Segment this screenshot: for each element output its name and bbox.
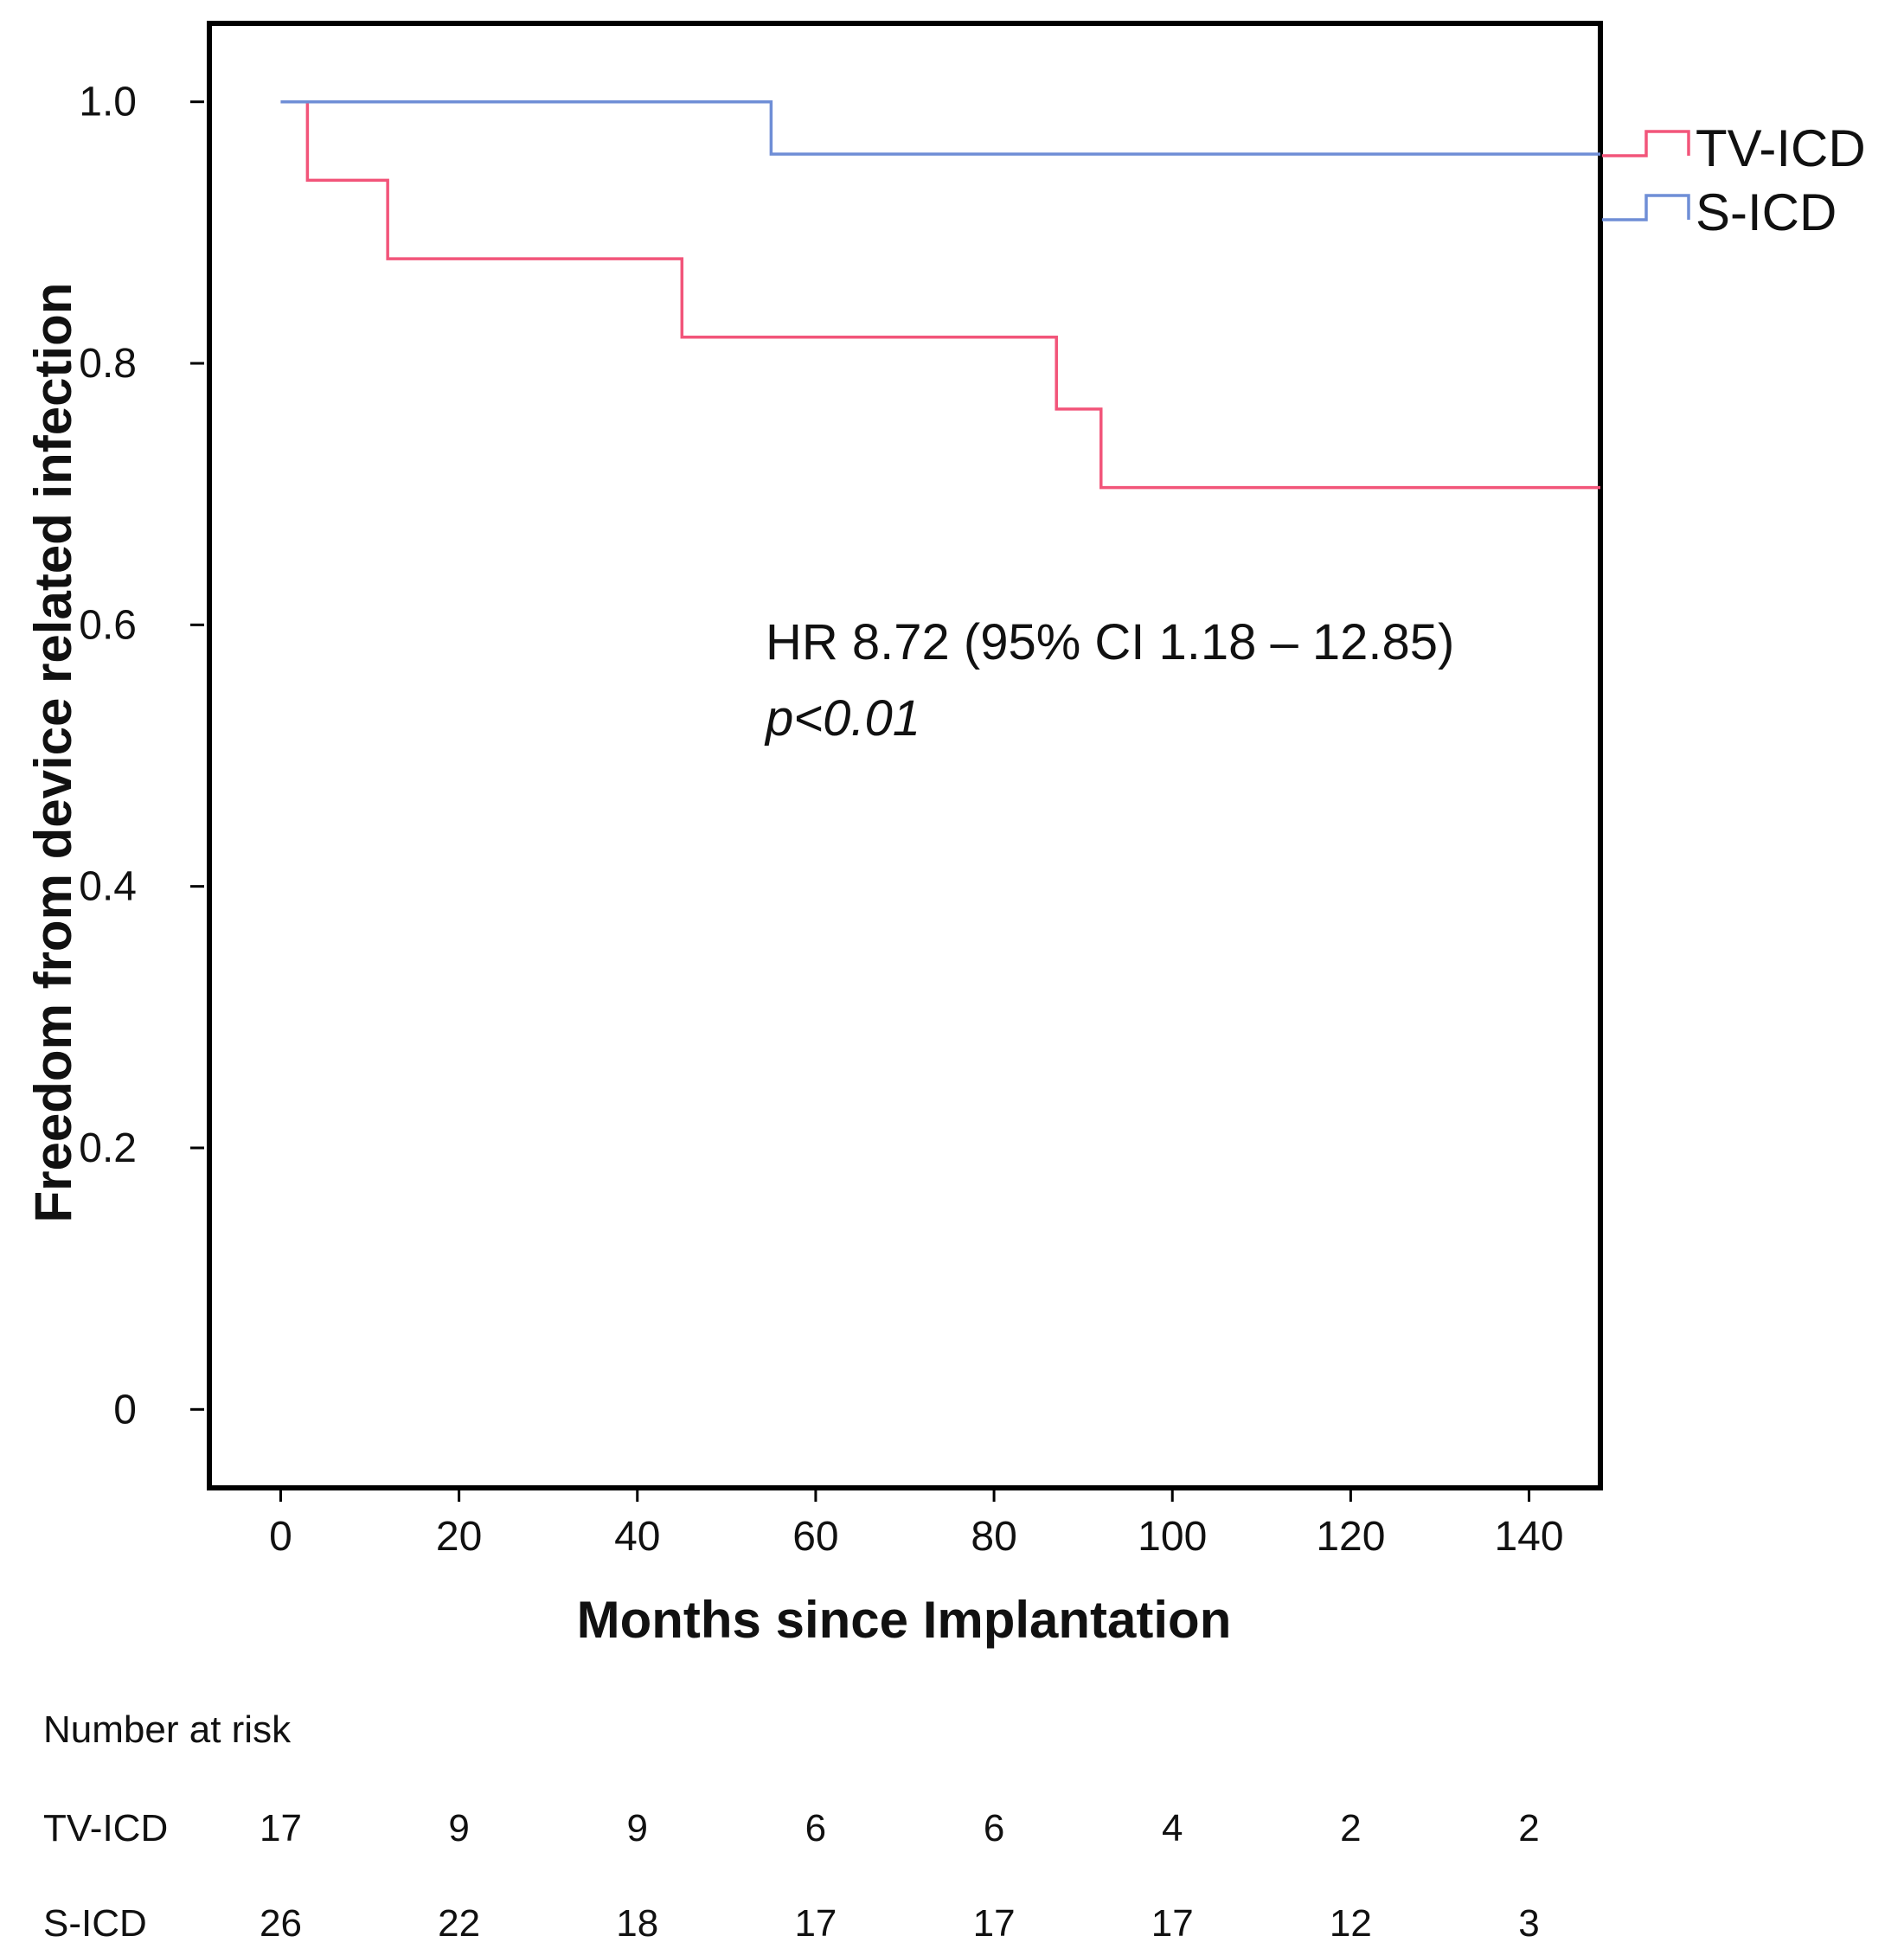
annotation-p-value: p<0.01	[764, 690, 920, 747]
risk-value: 18	[616, 1902, 658, 1945]
legend-swatch-tv-icd	[1602, 130, 1690, 157]
plot-frame	[207, 21, 1603, 1490]
legend-label-tv-icd: TV-ICD	[1696, 119, 1866, 177]
y-tick-label: 1.0	[79, 80, 137, 125]
risk-row-label: TV-ICD	[43, 1807, 168, 1849]
risk-value: 2	[1518, 1807, 1539, 1849]
y-tick-label: 0.2	[79, 1125, 137, 1171]
curve-s-icd	[280, 99, 1600, 156]
x-tick-label: 20	[436, 1514, 482, 1560]
risk-value: 17	[794, 1902, 837, 1945]
x-tick-label: 80	[971, 1514, 1016, 1560]
risk-value: 6	[805, 1807, 826, 1849]
y-tick-label: 0.4	[79, 864, 137, 910]
risk-value: 26	[260, 1902, 302, 1945]
x-tick-label: 0	[269, 1514, 292, 1560]
y-tick-label: 0	[113, 1387, 137, 1433]
risk-value: 4	[1162, 1807, 1183, 1849]
risk-value: 12	[1330, 1902, 1372, 1945]
y-tick-label: 0.6	[79, 602, 137, 648]
risk-row-label: S-ICD	[43, 1902, 147, 1945]
risk-value: 6	[984, 1807, 1004, 1849]
risk-value: 17	[973, 1902, 1016, 1945]
curve-tv-icd	[280, 99, 1600, 490]
risk-value: 22	[438, 1902, 480, 1945]
x-tick-label: 60	[792, 1514, 838, 1560]
risk-value: 3	[1518, 1902, 1539, 1945]
legend-swatch-s-icd	[1602, 194, 1690, 221]
risk-table-title: Number at risk	[43, 1708, 292, 1751]
risk-value: 9	[627, 1807, 648, 1849]
risk-value: 2	[1340, 1807, 1361, 1849]
x-tick-label: 140	[1494, 1514, 1563, 1560]
x-axis-title: Months since Implantation	[577, 1591, 1232, 1649]
x-tick-label: 40	[614, 1514, 660, 1560]
risk-value: 17	[1151, 1902, 1194, 1945]
x-tick-label: 120	[1316, 1514, 1385, 1560]
legend-label-s-icd: S-ICD	[1696, 183, 1837, 241]
y-tick-label: 0.8	[79, 341, 137, 387]
annotation-hr: HR 8.72 (95% CI 1.18 – 12.85)	[766, 614, 1454, 670]
y-axis-title: Freedom from device related infection	[24, 283, 82, 1223]
risk-value: 9	[448, 1807, 469, 1849]
risk-value: 17	[260, 1807, 302, 1849]
x-tick-label: 100	[1138, 1514, 1207, 1560]
